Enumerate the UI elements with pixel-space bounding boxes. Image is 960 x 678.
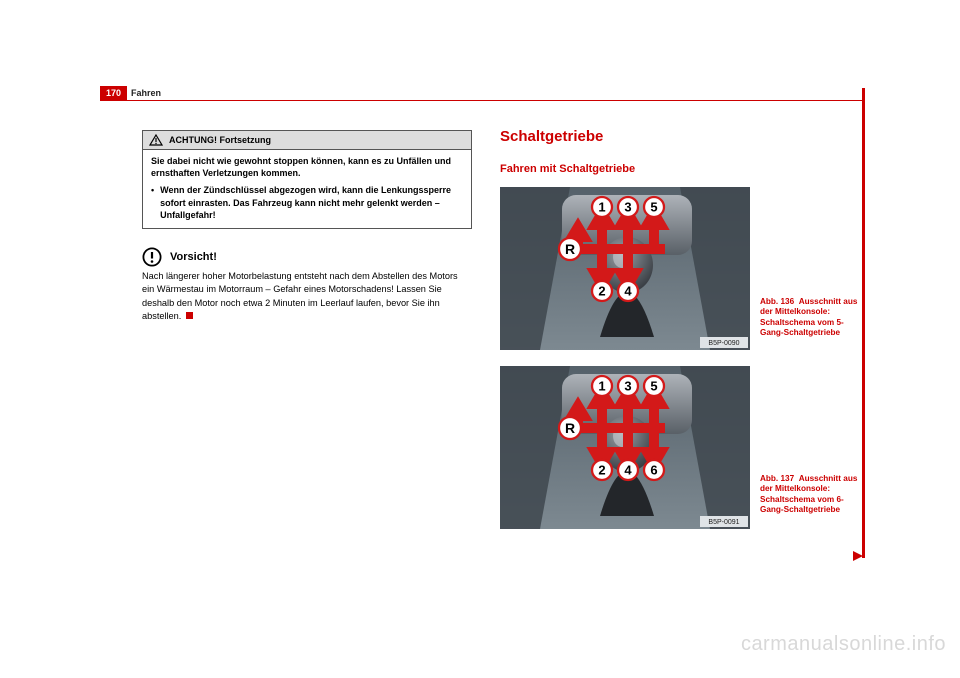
warning-triangle-icon	[149, 134, 163, 146]
bullet-dot: •	[151, 184, 154, 220]
gear-5: 5	[650, 200, 657, 215]
gear-2: 2	[598, 463, 605, 478]
margin-red-bar	[862, 88, 865, 558]
gear-3: 3	[624, 200, 631, 215]
gear-2: 2	[598, 284, 605, 299]
figure-137-svg: 1 3 5 2 4 6 R B5P-0091	[500, 366, 750, 529]
warning-header: ACHTUNG! Fortsetzung	[143, 131, 471, 150]
figure-136-svg: 1 3 5 2 4 R B5P-0090	[500, 187, 750, 350]
right-column: Schaltgetriebe Fahren mit Schaltgetriebe	[500, 128, 860, 545]
left-column: ACHTUNG! Fortsetzung Sie dabei nicht wie…	[142, 130, 472, 323]
figure-137-label: Abb. 137	[760, 474, 794, 483]
gear-reverse: R	[565, 420, 575, 436]
heading-2: Fahren mit Schaltgetriebe	[500, 163, 860, 175]
caution-label: Vorsicht!	[170, 251, 217, 263]
figure-136-label: Abb. 136	[760, 297, 794, 306]
warning-box: ACHTUNG! Fortsetzung Sie dabei nicht wie…	[142, 130, 472, 229]
image-code-1: B5P-0090	[708, 340, 739, 347]
figure-136: 1 3 5 2 4 R B5P-0090	[500, 187, 860, 350]
figure-137: 1 3 5 2 4 6 R B5P-0091 Ab	[500, 366, 860, 529]
gear-6: 6	[650, 463, 657, 478]
gear-reverse: R	[565, 241, 575, 257]
warning-text-2: Wenn der Zündschlüssel abgezogen wird, k…	[160, 184, 463, 220]
image-code-2: B5P-0091	[708, 519, 739, 526]
gear-1: 1	[598, 379, 605, 394]
watermark: carmanualsonline.info	[741, 633, 946, 656]
figure-137-caption: Abb. 137 Ausschnitt aus der Mittelkonsol…	[760, 474, 860, 515]
caution-text: Nach längerer hoher Motorbelastung entst…	[142, 270, 472, 323]
caution-heading: Vorsicht!	[142, 247, 472, 267]
gear-4: 4	[624, 463, 632, 478]
gear-4: 4	[624, 284, 632, 299]
section-title: Fahren	[131, 86, 161, 100]
gear-3: 3	[624, 379, 631, 394]
warning-text-1: Sie dabei nicht wie gewohnt stoppen könn…	[151, 155, 463, 179]
warning-header-text: ACHTUNG! Fortsetzung	[169, 134, 271, 146]
continue-arrow-icon	[851, 549, 865, 563]
header-rule: 170 Fahren	[100, 86, 865, 101]
heading-1: Schaltgetriebe	[500, 128, 860, 145]
page-number: 170	[100, 86, 127, 100]
caution-icon	[142, 247, 162, 267]
gear-5: 5	[650, 379, 657, 394]
gear-1: 1	[598, 200, 605, 215]
warning-body: Sie dabei nicht wie gewohnt stoppen könn…	[143, 150, 471, 228]
figure-136-caption: Abb. 136 Ausschnitt aus der Mittelkonsol…	[760, 297, 860, 338]
page-root: 170 Fahren ACHTUNG! Fortsetzung Sie dabe…	[0, 0, 960, 678]
end-marker-icon	[186, 312, 193, 319]
